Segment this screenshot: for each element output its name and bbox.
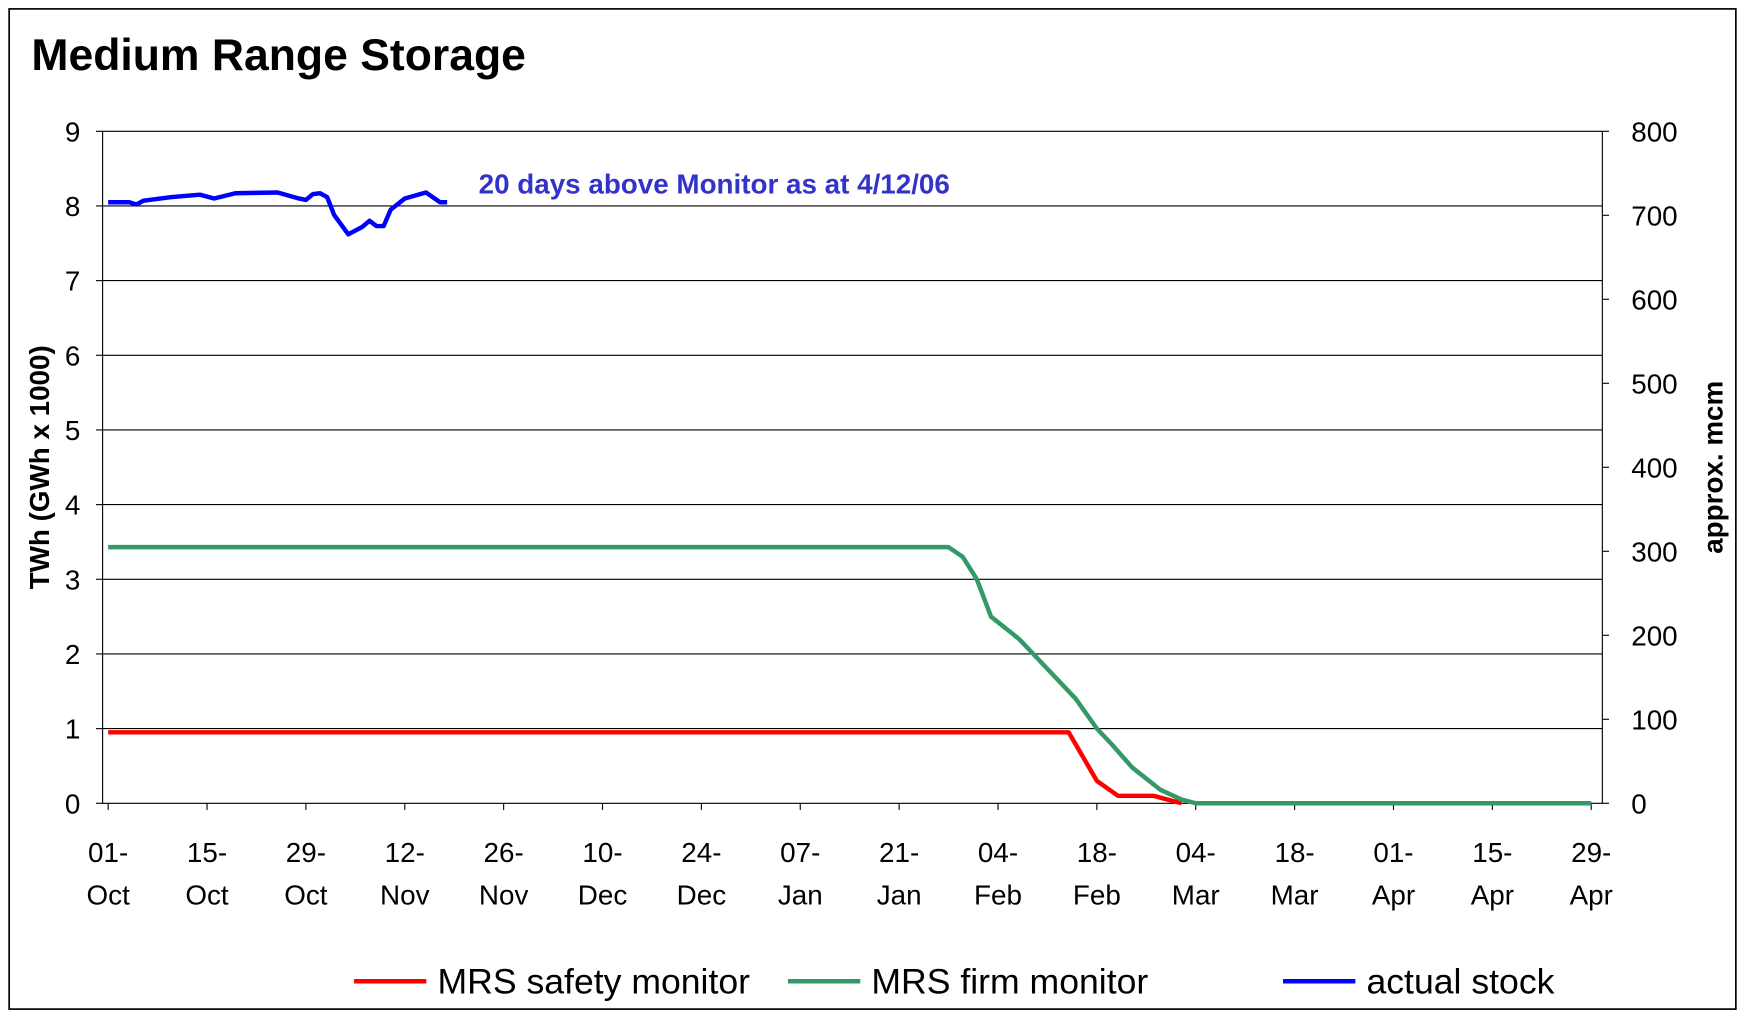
frame <box>8 8 1737 1010</box>
x-tick-label: 07-Jan <box>777 837 823 912</box>
x-tick-label: 04-Feb <box>974 837 1022 912</box>
x-tick-label-box: 26-Nov <box>478 837 529 912</box>
x-tick-label-box: 04-Feb <box>974 837 1022 912</box>
x-tick-label: 12-Nov <box>380 837 430 912</box>
x-tick-label: 18-Feb <box>1072 837 1121 912</box>
x-tick-label-box: 29-Oct <box>284 837 328 912</box>
y-tick-label: 7 <box>65 266 80 297</box>
x-tick-label: 29-Oct <box>284 837 328 912</box>
x-tick-label: 01-Apr <box>1371 837 1416 912</box>
x-tick-label-box: 01-Oct <box>86 837 130 912</box>
x-tick-label-box: 15-Oct <box>185 837 229 912</box>
y-tick-label: 8 <box>65 191 80 222</box>
annotation: 20 days above Monitor as at 4/12/06 <box>479 169 950 200</box>
x-tick-label-box: 01-Apr <box>1371 837 1416 912</box>
x-tick-label-box: 10-Dec <box>577 837 628 912</box>
x-tick-label-box: 24-Dec <box>676 837 727 912</box>
x-tick-label: 26-Nov <box>478 837 529 912</box>
y-tick-label: 9 <box>65 116 80 147</box>
y2-tick-label: 700 <box>1631 200 1677 231</box>
x-tick-label-box: 21-Jan <box>876 837 922 912</box>
legend-label: MRS firm monitor <box>871 962 1148 1002</box>
y2-tick-label: 500 <box>1631 368 1677 399</box>
y2-tick-label: 200 <box>1631 620 1677 651</box>
y2-tick-label: 100 <box>1631 704 1677 735</box>
x-tick-label-box: 07-Jan <box>777 837 823 912</box>
x-tick-label-box: 15-Apr <box>1470 837 1514 912</box>
x-tick-label: 01-Oct <box>86 837 130 912</box>
y-tick-label: 2 <box>65 639 80 670</box>
y2-axis-label: approx. mcm <box>1698 381 1729 554</box>
y-tick-label: 4 <box>65 490 80 521</box>
x-tick-label: 15-Apr <box>1470 837 1514 912</box>
y2-tick-label: 0 <box>1631 788 1646 819</box>
x-tick-label-box: 12-Nov <box>380 837 430 912</box>
x-tick-label: 24-Dec <box>676 837 727 912</box>
x-tick-label: 10-Dec <box>577 837 628 912</box>
x-tick-label-box: 18-Feb <box>1072 837 1121 912</box>
y-tick-label: 6 <box>65 340 80 371</box>
x-tick-label-box: 04-Mar <box>1171 837 1220 912</box>
series-line <box>108 544 1592 806</box>
x-tick-label: 15-Oct <box>185 837 229 912</box>
x-tick-label: 21-Jan <box>876 837 922 912</box>
y2-tick-label: 400 <box>1631 452 1677 483</box>
y-tick-label: 3 <box>65 564 80 595</box>
y2-tick-label: 600 <box>1631 284 1677 315</box>
legend-label: MRS safety monitor <box>437 962 750 1002</box>
x-tick-label: 18-Mar <box>1270 837 1319 912</box>
y2-tick-label: 300 <box>1631 536 1677 567</box>
y2-tick-label: 800 <box>1631 116 1677 147</box>
series-line <box>108 730 1183 806</box>
y-tick-label: 5 <box>65 415 80 446</box>
x-tick-label-box: 29-Apr <box>1569 837 1613 912</box>
x-tick-label-box: 18-Mar <box>1270 837 1319 912</box>
x-tick-label: 04-Mar <box>1171 837 1220 912</box>
x-tick-label: 29-Apr <box>1569 837 1613 912</box>
series-line <box>108 190 448 237</box>
y-tick-label: 1 <box>65 714 80 745</box>
y-tick-label: 0 <box>65 788 80 819</box>
legend-label: actual stock <box>1366 962 1554 1002</box>
chart-title: Medium Range Storage <box>31 31 526 80</box>
y-axis-label: TWh (GWh x 1000) <box>24 345 55 589</box>
